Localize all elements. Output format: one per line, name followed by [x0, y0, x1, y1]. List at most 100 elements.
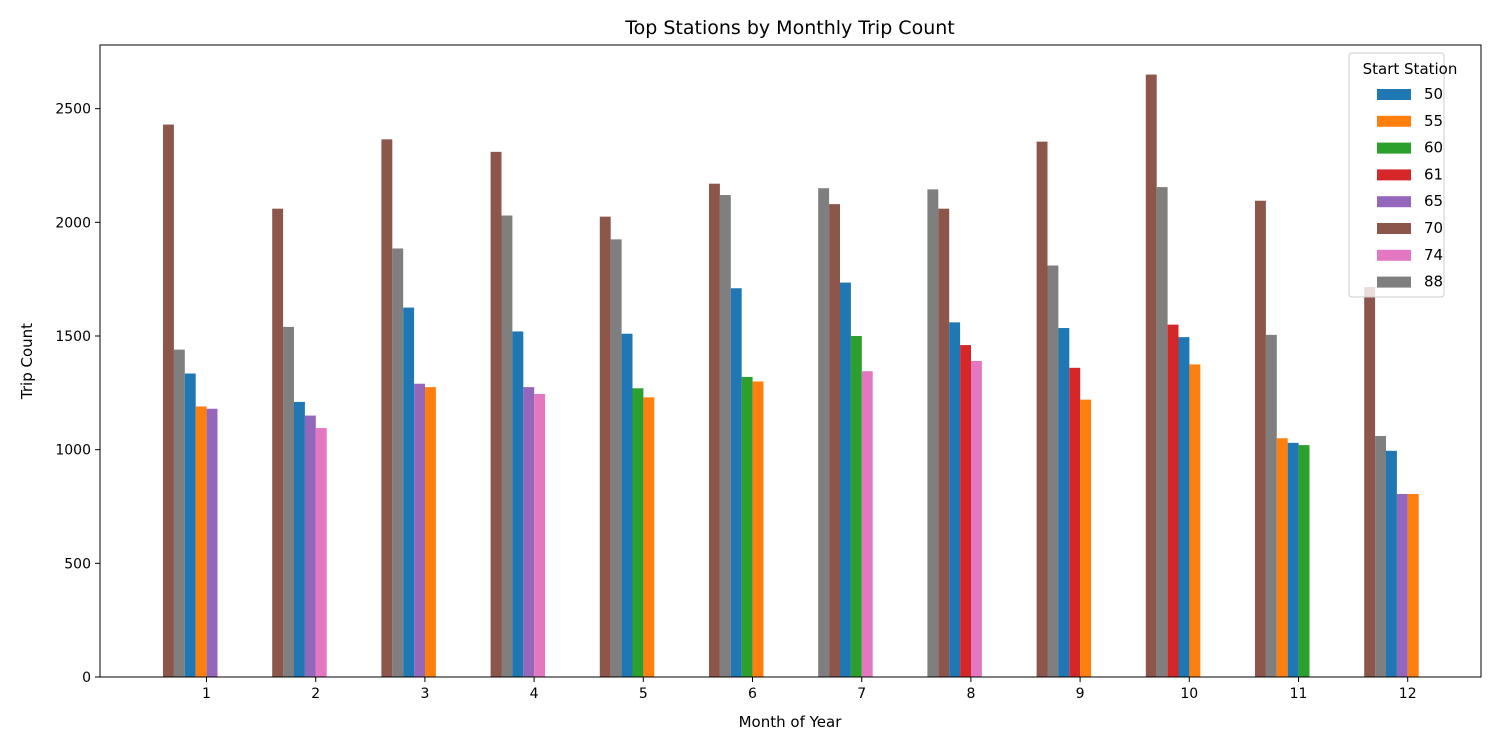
bar-month-11-station-50: [1287, 442, 1299, 677]
bar-month-4-station-50: [512, 331, 524, 677]
y-tick-label: 1500: [55, 329, 91, 345]
bar-month-1-station-50: [184, 373, 196, 677]
bar-month-9-station-55: [1080, 399, 1092, 677]
bar-month-5-station-55: [643, 397, 655, 677]
y-tick-label: 1000: [55, 443, 91, 459]
bars-layer: [163, 74, 1419, 678]
legend-label-60: 60: [1424, 139, 1443, 157]
plot-frame: [99, 44, 1482, 678]
legend: Start Station 50 55 60 61 65 70 74 88: [1348, 52, 1458, 298]
bar-month-6-station-60: [741, 376, 753, 677]
bar-month-6-station-70: [709, 183, 720, 677]
legend-label-55: 55: [1424, 112, 1443, 130]
x-tick-label: 8: [966, 686, 975, 702]
bar-month-6-station-50: [730, 288, 742, 677]
legend-swatch-60: [1377, 142, 1411, 154]
bar-month-1-station-65: [206, 408, 218, 677]
bar-month-3-station-70: [381, 139, 393, 678]
bar-month-11-station-55: [1276, 438, 1288, 677]
bar-month-2-station-70: [272, 208, 284, 677]
bar-month-1-station-55: [195, 406, 207, 677]
legend-label-50: 50: [1424, 85, 1443, 103]
bar-month-5-station-60: [632, 388, 644, 677]
bar-month-2-station-74: [315, 428, 327, 677]
x-axis-label: Month of Year: [739, 713, 843, 731]
legend-swatch-50: [1377, 89, 1411, 100]
bar-month-4-station-70: [490, 151, 502, 678]
bar-month-7-station-60: [850, 335, 862, 677]
bar-month-3-station-88: [392, 248, 404, 677]
bar-month-7-station-88: [818, 188, 830, 677]
bar-month-3-station-55: [425, 387, 436, 677]
bar-month-11-station-70: [1255, 200, 1266, 678]
x-tick-label: 12: [1399, 686, 1417, 702]
legend-label-88: 88: [1424, 273, 1443, 291]
bar-month-6-station-55: [752, 381, 764, 677]
bar-month-10-station-55: [1189, 364, 1201, 677]
x-tick-label: 4: [530, 686, 539, 702]
x-tick-label: 5: [639, 686, 648, 702]
y-tick-label: 2000: [55, 215, 91, 231]
x-tick-label: 11: [1290, 686, 1308, 702]
bar-month-6-station-88: [719, 195, 731, 678]
bar-month-4-station-74: [534, 393, 546, 677]
bar-month-10-station-61: [1167, 324, 1179, 677]
bar-month-7-station-50: [840, 282, 851, 677]
bar-month-2-station-65: [304, 415, 316, 677]
bar-month-3-station-50: [403, 307, 415, 677]
bar-month-4-station-65: [523, 387, 535, 677]
bar-month-8-station-88: [927, 189, 939, 678]
x-axis: 1 2 3 4 5 6 7 8 9 10 11 12: [202, 677, 1417, 702]
x-tick-label: 6: [748, 686, 757, 702]
bar-month-8-station-70: [938, 208, 950, 677]
legend-label-65: 65: [1424, 192, 1443, 210]
x-tick-label: 9: [1076, 686, 1085, 702]
bar-month-10-station-88: [1156, 187, 1168, 677]
bar-month-12-station-55: [1407, 493, 1419, 677]
y-tick-label: 500: [64, 556, 91, 572]
x-tick-label: 3: [420, 686, 429, 702]
bar-month-8-station-50: [949, 322, 961, 677]
legend-swatch-65: [1377, 196, 1411, 208]
bar-month-12-station-50: [1386, 450, 1397, 677]
bar-month-9-station-88: [1047, 265, 1059, 677]
legend-swatch-74: [1377, 249, 1411, 261]
y-axis-label: Trip Count: [18, 323, 36, 400]
bar-month-1-station-88: [173, 349, 185, 677]
y-tick-label: 0: [82, 670, 91, 686]
x-tick-label: 10: [1180, 686, 1198, 702]
bar-month-9-station-61: [1069, 367, 1081, 677]
bar-month-8-station-61: [960, 345, 971, 677]
bar-month-1-station-70: [163, 124, 174, 677]
bar-month-11-station-88: [1265, 334, 1277, 677]
bar-month-4-station-88: [501, 215, 513, 677]
bar-month-2-station-88: [283, 326, 294, 677]
legend-swatch-88: [1377, 276, 1411, 288]
bar-month-10-station-70: [1145, 74, 1157, 678]
legend-swatch-61: [1377, 169, 1411, 181]
bar-month-9-station-50: [1058, 328, 1070, 677]
bar-month-10-station-50: [1178, 337, 1190, 677]
x-tick-label: 1: [202, 686, 211, 702]
legend-title: Start Station: [1363, 60, 1458, 78]
bar-month-2-station-50: [294, 401, 305, 677]
legend-swatch-70: [1377, 223, 1411, 234]
legend-label-61: 61: [1424, 165, 1443, 183]
legend-swatch-55: [1377, 115, 1411, 127]
x-tick-label: 2: [311, 686, 320, 702]
x-tick-label: 7: [857, 686, 866, 702]
bar-month-12-station-88: [1375, 436, 1386, 677]
bar-month-12-station-65: [1396, 493, 1408, 677]
bar-month-7-station-70: [829, 204, 840, 677]
bar-month-12-station-70: [1364, 287, 1376, 677]
bar-month-5-station-70: [599, 216, 611, 677]
bar-month-5-station-50: [621, 333, 633, 677]
y-axis: 0 500 1000 1500 2000 2500: [55, 102, 100, 686]
chart-title: Top Stations by Monthly Trip Count: [624, 17, 954, 39]
bar-month-9-station-70: [1036, 141, 1048, 677]
bar-month-11-station-60: [1298, 445, 1310, 677]
y-tick-label: 2500: [55, 102, 91, 118]
bar-month-3-station-65: [414, 383, 425, 677]
bar-month-5-station-88: [610, 239, 622, 677]
